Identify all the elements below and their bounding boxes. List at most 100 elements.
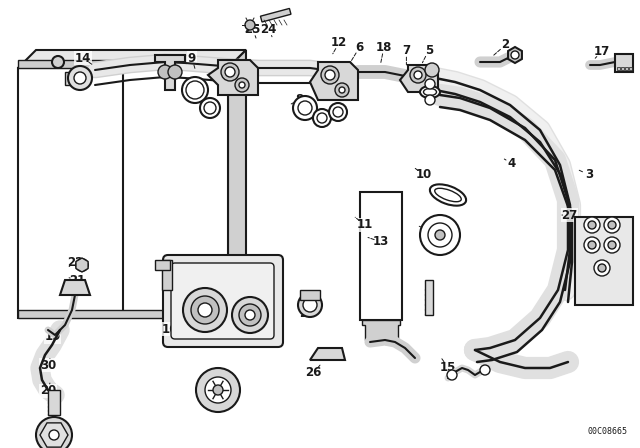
Circle shape [235, 78, 249, 92]
Text: 5: 5 [425, 43, 433, 57]
Text: 14: 14 [75, 52, 92, 65]
Circle shape [168, 65, 182, 79]
Text: 13: 13 [372, 235, 389, 249]
Circle shape [76, 259, 88, 271]
Text: 23: 23 [209, 388, 226, 402]
Text: 3: 3 [585, 168, 593, 181]
Bar [18, 68, 228, 318]
Circle shape [191, 296, 219, 324]
Circle shape [425, 63, 439, 77]
Text: 17: 17 [593, 45, 610, 58]
Polygon shape [310, 348, 345, 360]
Circle shape [594, 260, 610, 276]
Circle shape [313, 109, 331, 127]
Polygon shape [228, 50, 246, 318]
Polygon shape [40, 423, 68, 447]
Text: 25: 25 [244, 22, 261, 36]
Text: 15: 15 [440, 361, 456, 374]
Ellipse shape [435, 188, 461, 202]
Circle shape [298, 101, 312, 115]
Circle shape [205, 377, 231, 403]
Text: 19: 19 [44, 330, 61, 344]
Bar [48, 390, 60, 415]
Text: 00C08665: 00C08665 [588, 427, 628, 436]
Circle shape [239, 304, 261, 326]
Circle shape [186, 81, 204, 99]
Polygon shape [18, 50, 246, 68]
FancyBboxPatch shape [163, 255, 283, 347]
Bar [300, 290, 320, 300]
Circle shape [608, 221, 616, 229]
Polygon shape [400, 65, 438, 92]
Text: 30: 30 [40, 358, 56, 372]
Circle shape [52, 56, 64, 68]
Bar [18, 310, 228, 318]
Text: 27: 27 [561, 208, 578, 222]
Bar [615, 54, 633, 72]
Circle shape [225, 67, 235, 77]
Circle shape [425, 79, 435, 89]
Circle shape [158, 65, 172, 79]
Bar [260, 9, 291, 22]
Polygon shape [508, 47, 522, 63]
Polygon shape [60, 280, 90, 295]
Circle shape [447, 370, 457, 380]
Circle shape [604, 237, 620, 253]
Text: 10: 10 [415, 168, 432, 181]
Text: 11: 11 [356, 218, 373, 232]
Circle shape [414, 71, 422, 79]
Circle shape [598, 264, 606, 272]
Ellipse shape [420, 86, 440, 98]
Circle shape [588, 221, 596, 229]
Text: 12: 12 [331, 36, 348, 49]
Bar [629, 67, 632, 70]
Circle shape [420, 215, 460, 255]
Text: 4: 4 [508, 157, 516, 170]
Circle shape [44, 425, 64, 445]
Circle shape [245, 310, 255, 320]
Text: 21: 21 [68, 273, 85, 287]
Circle shape [321, 66, 339, 84]
Bar [617, 67, 620, 70]
Circle shape [435, 230, 445, 240]
Polygon shape [208, 60, 258, 95]
Circle shape [333, 107, 343, 117]
Text: 1: 1 [191, 269, 199, 282]
Circle shape [584, 217, 600, 233]
Text: 2: 2 [502, 38, 509, 52]
Circle shape [68, 66, 92, 90]
Circle shape [74, 72, 86, 84]
Polygon shape [310, 62, 358, 100]
Circle shape [325, 70, 335, 80]
Text: 7: 7 [403, 43, 410, 57]
Circle shape [298, 293, 322, 317]
Ellipse shape [424, 89, 436, 95]
Text: 26: 26 [305, 366, 322, 379]
Text: 22: 22 [67, 255, 84, 269]
FancyBboxPatch shape [171, 263, 274, 339]
Text: 16: 16 [161, 323, 178, 336]
Circle shape [239, 82, 245, 88]
Circle shape [329, 103, 347, 121]
Circle shape [183, 288, 227, 332]
Polygon shape [155, 55, 185, 90]
Text: 8: 8 [296, 93, 303, 106]
Bar [575, 217, 633, 305]
Text: 6: 6 [356, 40, 364, 54]
Circle shape [232, 297, 268, 333]
Circle shape [221, 63, 239, 81]
Bar [360, 192, 402, 320]
Polygon shape [76, 258, 88, 272]
Ellipse shape [430, 184, 466, 206]
Circle shape [588, 241, 596, 249]
Bar [155, 260, 170, 270]
Bar [625, 67, 628, 70]
Circle shape [511, 51, 519, 59]
Text: 9: 9 [188, 52, 196, 65]
Circle shape [213, 385, 223, 395]
Circle shape [317, 113, 327, 123]
Circle shape [604, 217, 620, 233]
Circle shape [36, 417, 72, 448]
Bar [162, 260, 172, 290]
Circle shape [608, 241, 616, 249]
